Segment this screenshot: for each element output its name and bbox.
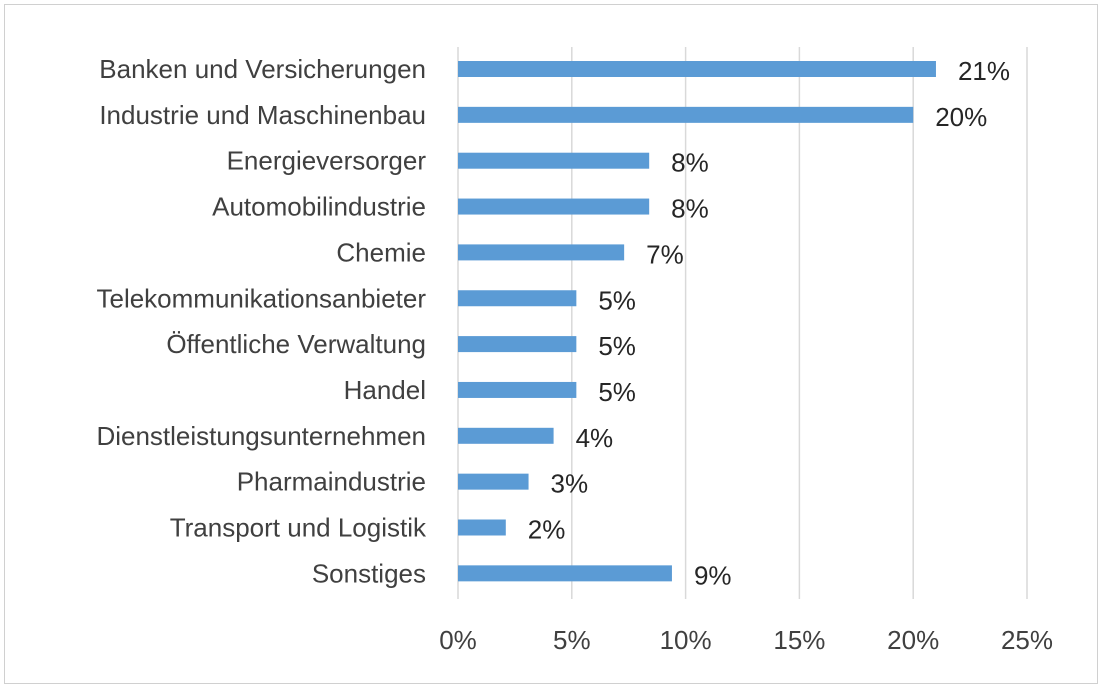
x-tick-label: 0%: [439, 625, 477, 655]
bar: [458, 381, 577, 398]
value-label: 5%: [598, 331, 636, 361]
bar: [458, 61, 936, 77]
bars: [458, 61, 936, 582]
bar: [458, 519, 506, 536]
category-label: Pharmaindustrie: [237, 467, 426, 497]
value-label: 4%: [576, 423, 614, 453]
bar: [458, 473, 529, 490]
x-tick-label: 25%: [1001, 625, 1053, 655]
category-label: Öffentliche Verwaltung: [166, 329, 426, 359]
bar: [458, 106, 914, 123]
value-label: 20%: [935, 102, 987, 132]
value-label: 2%: [528, 515, 566, 545]
x-axis-tick-labels: 0% 5% 10% 15% 20% 25%: [439, 625, 1053, 655]
category-labels: Banken und Versicherungen Industrie und M…: [96, 54, 427, 588]
category-label: Banken und Versicherungen: [99, 54, 426, 84]
category-label: Dienstleistungsunternehmen: [96, 421, 426, 451]
bar: [458, 565, 672, 582]
category-label: Industrie und Maschinenbau: [99, 100, 426, 130]
value-label: 5%: [598, 285, 636, 315]
gridlines: [457, 47, 1028, 599]
category-label: Sonstiges: [312, 558, 426, 588]
value-label: 8%: [671, 148, 709, 178]
x-tick-label: 10%: [660, 625, 712, 655]
value-label: 21%: [958, 56, 1010, 86]
bar: [458, 152, 650, 169]
category-label: Telekommunikationsanbieter: [96, 283, 426, 313]
category-label: Chemie: [336, 237, 426, 267]
category-label: Automobilindustrie: [212, 192, 426, 222]
x-tick-label: 20%: [887, 625, 939, 655]
bar: [458, 198, 650, 215]
value-label: 8%: [671, 194, 709, 224]
category-label: Transport und Logistik: [170, 513, 427, 543]
x-tick-label: 5%: [553, 625, 591, 655]
bar-chart: Banken und Versicherungen Industrie und M…: [96, 47, 1053, 655]
value-label: 7%: [646, 239, 684, 269]
value-labels: 21% 20% 8% 8% 7% 5% 5% 5% 4% 3% 2% 9%: [528, 56, 1010, 590]
chart-frame: Banken und Versicherungen Industrie und M…: [4, 4, 1098, 684]
bar: [458, 290, 577, 307]
category-label: Energieversorger: [227, 146, 427, 176]
bar: [458, 336, 577, 353]
value-label: 5%: [598, 377, 636, 407]
bar: [458, 427, 554, 444]
category-label: Handel: [344, 375, 426, 405]
bar: [458, 244, 625, 261]
x-tick-label: 15%: [773, 625, 825, 655]
value-label: 3%: [551, 469, 589, 499]
value-label: 9%: [694, 560, 732, 590]
